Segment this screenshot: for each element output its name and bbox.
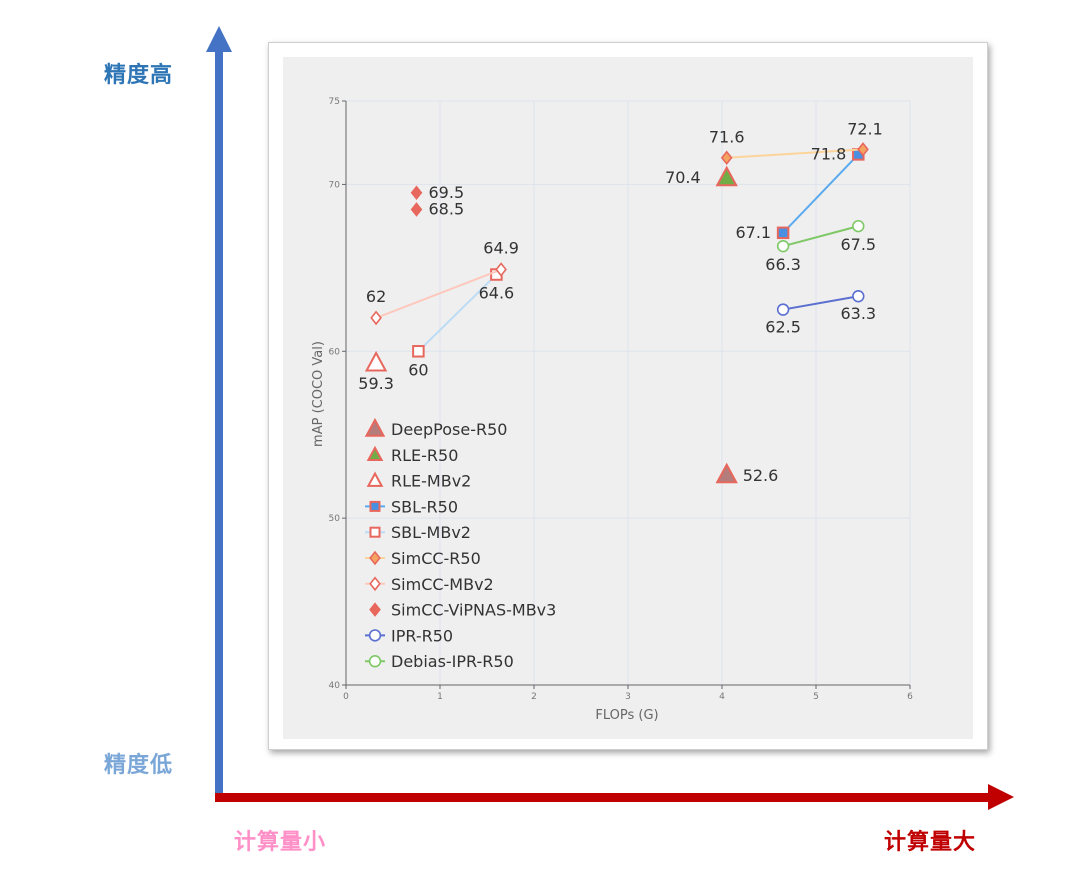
- point-simcc-mbv2: [495, 262, 507, 277]
- x-tick-label: 2: [531, 692, 537, 702]
- data-labels: 52.6 70.4 59.3 67.1 71.8 60 64.6 71.6 72.1 62 64.9…: [358, 119, 883, 484]
- legend-marker-simcc-vipnas-mbv3: [369, 602, 381, 617]
- legend-marker-sbl-mbv2: [369, 526, 381, 538]
- series-line-sbl-r50: [782, 153, 860, 234]
- point-simcc-vipnas-mbv3: [410, 185, 423, 201]
- data-label-sbl-r50: 71.8: [811, 144, 847, 163]
- x-axis-label: FLOPs (G): [595, 708, 658, 723]
- x-tick-label: 5: [813, 692, 819, 702]
- data-label-simcc-vipnas-mbv3: 69.5: [429, 183, 465, 202]
- x-arrow-shaft: [215, 793, 990, 802]
- point-sbl-mbv2: [412, 345, 425, 358]
- legend-label-simcc-r50: SimCC-R50: [391, 549, 481, 568]
- x-tick-label: 0: [343, 692, 349, 702]
- legend-marker-debias-ipr-r50: [368, 654, 382, 668]
- low-compute-label: 计算量小: [234, 830, 327, 855]
- x-arrow-head: [988, 784, 1014, 810]
- point-rle-mbv2: [364, 350, 388, 372]
- series-line-debias-ipr-r50: [782, 225, 859, 248]
- data-label-simcc-mbv2: 62: [366, 287, 386, 306]
- legend-marker-simcc-r50: [369, 550, 381, 566]
- y-tick-label: 40: [329, 681, 341, 691]
- y-tick-label: 70: [329, 180, 341, 190]
- x-tick-label: 1: [437, 692, 443, 702]
- data-label-sbl-r50: 67.1: [735, 223, 771, 242]
- x-tick-label: 4: [719, 692, 725, 702]
- legend-label-rle-mbv2: RLE-MBv2: [391, 472, 471, 491]
- legend-label-rle-r50: RLE-R50: [391, 446, 458, 465]
- legend-label-sbl-mbv2: SBL-MBv2: [391, 523, 471, 542]
- series-line-ipr-r50: [782, 295, 859, 311]
- series-line-sbl-mbv2: [417, 273, 498, 352]
- y-axis-label: mAP (COCO Val): [311, 341, 326, 447]
- y-arrow: [206, 26, 232, 800]
- x-tick-label: 3: [625, 692, 631, 702]
- high-compute-label: 计算量大: [884, 830, 977, 855]
- x-tick-label: 6: [907, 692, 913, 702]
- y-tick-label: 60: [329, 347, 341, 357]
- y-arrow-head: [206, 26, 232, 52]
- chart-frame: 0 1 2 3 4 5 6 40 50 60 70 75 52.6 70.4 59.3 67.1 71.8 60…: [268, 42, 988, 750]
- data-label-deeppose-r50: 52.6: [743, 466, 779, 485]
- x-arrow: [215, 784, 1014, 810]
- low-accuracy-label: 精度低: [104, 753, 174, 778]
- legend-label-ipr-r50: IPR-R50: [391, 626, 453, 645]
- point-simcc-r50: [720, 150, 733, 166]
- legend-label-debias-ipr-r50: Debias-IPR-R50: [391, 652, 514, 671]
- legend-marker-rle-r50: [366, 445, 384, 462]
- legend-marker-sbl-r50: [369, 500, 381, 512]
- y-arrow-shaft: [215, 50, 223, 800]
- legend-label-simcc-vipnas-mbv3: SimCC-ViPNAS-MBv3: [391, 601, 556, 620]
- series: [364, 142, 869, 484]
- data-label-sbl-mbv2: 60: [408, 360, 428, 379]
- series-line-simcc-mbv2: [375, 268, 502, 319]
- legend-label-simcc-mbv2: SimCC-MBv2: [391, 575, 494, 594]
- legend-marker-simcc-mbv2: [369, 576, 381, 592]
- y-tick-label: 50: [329, 514, 341, 524]
- legend-marker-deeppose-r50: [364, 417, 386, 437]
- y-tick-label: 75: [329, 97, 340, 107]
- data-label-simcc-r50: 71.6: [709, 128, 745, 147]
- point-simcc-vipnas-mbv3: [410, 202, 423, 217]
- point-sbl-r50: [776, 226, 790, 240]
- data-label-simcc-vipnas-mbv3: 68.5: [429, 199, 465, 218]
- data-label-simcc-r50: 72.1: [847, 119, 883, 138]
- legend: DeepPose-R50 RLE-R50 RLE-MBv2 SBL-R50 SBL-MB…: [364, 417, 556, 671]
- axes: 0 1 2 3 4 5 6 40 50 60 70 75: [329, 97, 914, 702]
- point-simcc-mbv2: [370, 310, 382, 326]
- data-label-simcc-mbv2: 64.9: [483, 239, 519, 258]
- data-label-rle-mbv2: 59.3: [358, 374, 394, 393]
- data-label-debias-ipr-r50: 66.3: [765, 255, 801, 274]
- data-label-rle-r50: 70.4: [665, 168, 701, 187]
- data-label-ipr-r50: 62.5: [765, 318, 801, 337]
- data-label-ipr-r50: 63.3: [840, 304, 876, 323]
- data-label-debias-ipr-r50: 67.5: [840, 235, 876, 254]
- legend-marker-ipr-r50: [368, 629, 382, 642]
- point-ipr-r50: [852, 290, 865, 303]
- legend-label-sbl-r50: SBL-R50: [391, 497, 458, 516]
- legend-label-deeppose-r50: DeepPose-R50: [391, 420, 507, 439]
- legend-marker-rle-mbv2: [366, 471, 384, 487]
- point-rle-r50: [715, 165, 738, 187]
- high-accuracy-label: 精度高: [104, 63, 174, 88]
- point-deeppose-r50: [715, 462, 738, 484]
- point-simcc-r50: [857, 142, 869, 157]
- point-ipr-r50: [776, 303, 790, 316]
- point-debias-ipr-r50: [852, 219, 865, 233]
- series-line-simcc-r50: [726, 148, 864, 159]
- point-debias-ipr-r50: [776, 239, 790, 253]
- scatter-chart: 0 1 2 3 4 5 6 40 50 60 70 75 52.6 70.4 59.3 67.1 71.8 60…: [283, 57, 973, 739]
- data-label-sbl-mbv2: 64.6: [479, 284, 515, 303]
